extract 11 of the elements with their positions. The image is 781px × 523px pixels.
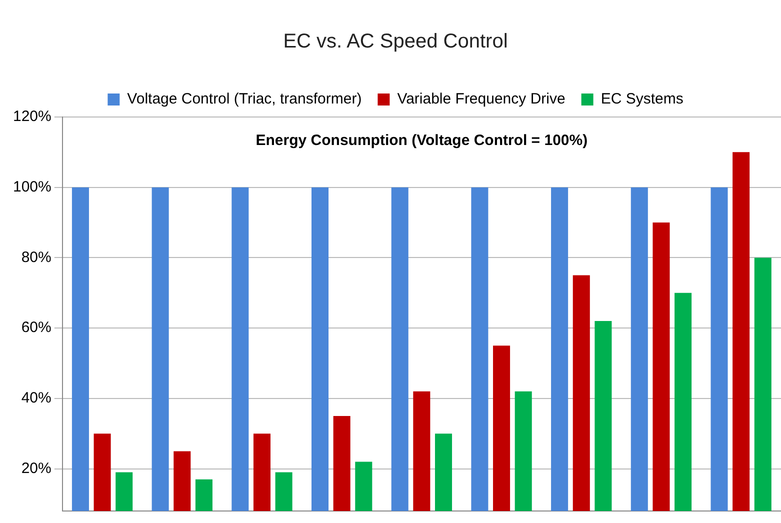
text: Energy Consumption (Voltage Control = 100%) — [256, 132, 588, 150]
y-tick-label: 120% — [12, 108, 52, 126]
y-tick-label: 100% — [12, 178, 52, 196]
y-tick-label: 40% — [21, 390, 52, 407]
legend-label: Variable Frequency Drive — [397, 90, 566, 108]
legend-label: EC Systems — [600, 90, 684, 108]
chart-title: EC vs. AC Speed Control — [283, 30, 508, 53]
y-tick-label: 80% — [21, 248, 52, 266]
y-tick-label: 20% — [21, 460, 52, 477]
legend-label: Voltage Control (Triac, transformer) — [127, 90, 362, 108]
y-tick-label: 60% — [21, 319, 52, 336]
